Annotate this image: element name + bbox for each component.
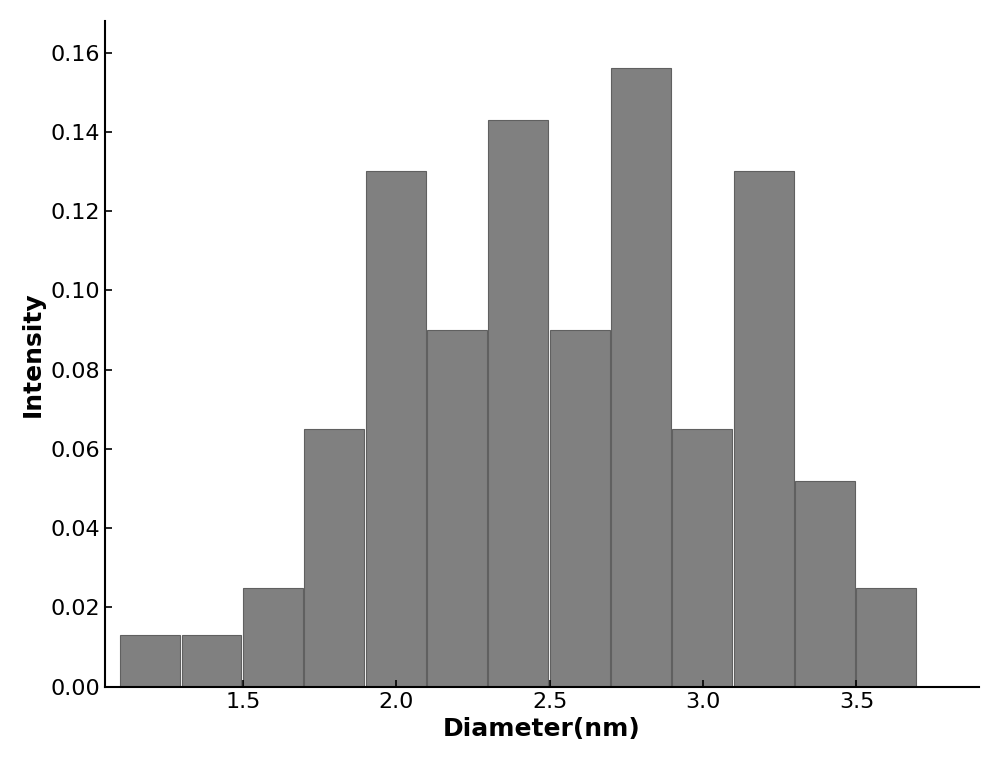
Bar [488, 120, 548, 687]
Bar [734, 171, 794, 687]
Bar [243, 588, 303, 687]
X-axis label: Diameter(nm): Diameter(nm) [443, 717, 641, 741]
Bar [550, 330, 610, 687]
Bar [120, 636, 180, 687]
Bar [182, 636, 241, 687]
Bar [427, 330, 487, 687]
Bar [304, 429, 364, 687]
Bar [795, 481, 855, 687]
Bar [366, 171, 426, 687]
Bar [611, 69, 671, 687]
Y-axis label: Intensity: Intensity [21, 291, 45, 417]
Bar [672, 429, 732, 687]
Bar [856, 588, 916, 687]
